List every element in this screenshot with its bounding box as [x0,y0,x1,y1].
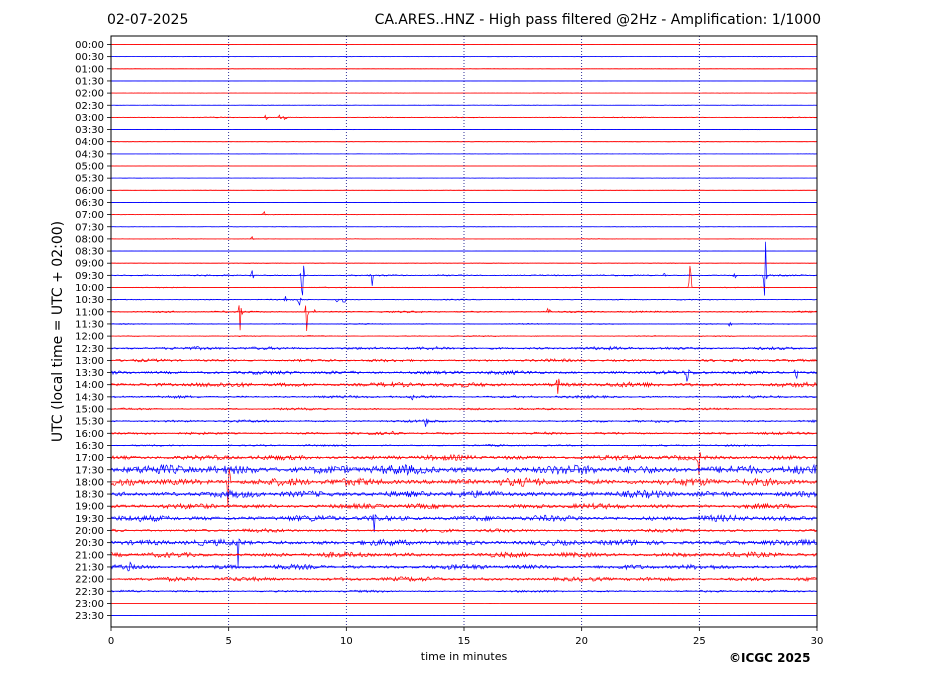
trace-row-1730 [110,463,818,476]
y-tick-label: 20:30 [75,538,104,549]
y-tick-label: 19:00 [75,502,104,513]
x-tick-label: 10 [340,636,353,647]
trace-signal [110,265,818,289]
y-tick-label: 16:30 [75,441,104,452]
plot-frame [110,35,818,628]
trace-signal [110,418,818,427]
y-tick-label: 09:30 [75,271,104,282]
y-tick-label: 01:30 [75,76,104,87]
trace-signal [110,561,818,572]
trace-row-1900 [110,502,818,510]
y-tick-label: 02:30 [75,101,104,112]
y-tick-label: 06:00 [75,186,104,197]
trace-signal [110,443,818,448]
y-tick-label: 09:00 [75,259,104,270]
y-tick-label: 11:00 [75,307,104,318]
y-tick-label: 18:00 [75,477,104,488]
trace-row-0930 [110,241,818,296]
y-tick-label: 18:30 [75,490,104,501]
y-tick-label: 04:30 [75,149,104,160]
trace-row-0700 [110,210,818,216]
y-tick-label: 22:30 [75,587,104,598]
trace-row-1700 [110,452,818,475]
trace-row-1930 [110,513,818,533]
trace-signal [110,241,818,296]
y-tick-label: 05:00 [75,162,104,173]
y-tick-label: 20:00 [75,526,104,537]
trace-row-0900 [110,262,818,264]
y-tick-label: 21:00 [75,550,104,561]
y-tick-label: 21:30 [75,562,104,573]
trace-signal [110,513,818,533]
trace-row-1000 [110,265,818,289]
y-tick-label: 15:30 [75,417,104,428]
trace-signal [110,489,818,500]
trace-signal [110,369,818,382]
y-tick-label: 10:00 [75,283,104,294]
x-tick-label: 20 [575,636,588,647]
y-tick-label: 12:30 [75,344,104,355]
grid-layer [228,36,700,627]
y-tick-label: 05:30 [75,174,104,185]
y-tick-label: 00:30 [75,52,104,63]
trace-row-2130 [110,561,818,572]
y-tick-label: 01:00 [75,64,104,75]
y-tick-label: 23:30 [75,611,104,622]
x-tick-label: 25 [693,636,706,647]
trace-row-1830 [110,489,818,500]
chart-title: CA.ARES..HNZ - High pass filtered @2Hz -… [374,12,821,28]
y-tick-label: 00:00 [75,40,104,51]
trace-signal [110,210,818,216]
y-tick-label: 03:30 [75,125,104,136]
y-tick-label: 14:30 [75,392,104,403]
x-tick-label: 5 [225,636,231,647]
y-tick-label: 17:30 [75,465,104,476]
trace-layer [110,43,818,616]
y-tick-label: 11:30 [75,319,104,330]
y-tick-label: 04:00 [75,137,104,148]
y-tick-label: 08:00 [75,234,104,245]
y-tick-label: 13:30 [75,368,104,379]
y-tick-label: 23:00 [75,599,104,610]
trace-row-1530 [110,418,818,427]
trace-row-0800 [110,236,818,240]
x-tick-label: 15 [458,636,471,647]
y-tick-label: 16:00 [75,429,104,440]
trace-row-1800 [110,468,818,507]
copyright-label: ©ICGC 2025 [729,651,811,665]
y-tick-label: 12:00 [75,332,104,343]
x-axis: 0 5 10 15 20 25 30 [108,627,824,647]
trace-signal [110,468,818,507]
x-axis-label: time in minutes [421,650,508,663]
y-tick-label: 17:00 [75,453,104,464]
trace-signal [110,262,818,264]
y-tick-label: 13:00 [75,356,104,367]
y-tick-label: 10:30 [75,295,104,306]
y-tick-label: 07:00 [75,210,104,221]
y-tick-label: 19:30 [75,514,104,525]
y-tick-label: 03:00 [75,113,104,124]
x-tick-label: 30 [811,636,824,647]
trace-signal [110,452,818,475]
x-tick-label: 0 [108,636,114,647]
trace-signal [110,502,818,510]
trace-signal [110,236,818,240]
y-tick-label: 15:00 [75,405,104,416]
trace-signal [110,345,818,351]
y-axis-label: UTC (local time = UTC + 02:00) [50,221,66,442]
y-tick-label: 14:00 [75,380,104,391]
y-tick-label: 08:30 [75,247,104,258]
date-label: 02-07-2025 [107,12,189,28]
y-tick-label: 22:00 [75,575,104,586]
y-tick-label: 02:00 [75,89,104,100]
y-tick-label: 06:30 [75,198,104,209]
y-tick-label: 07:30 [75,222,104,233]
trace-row-1630 [110,443,818,448]
